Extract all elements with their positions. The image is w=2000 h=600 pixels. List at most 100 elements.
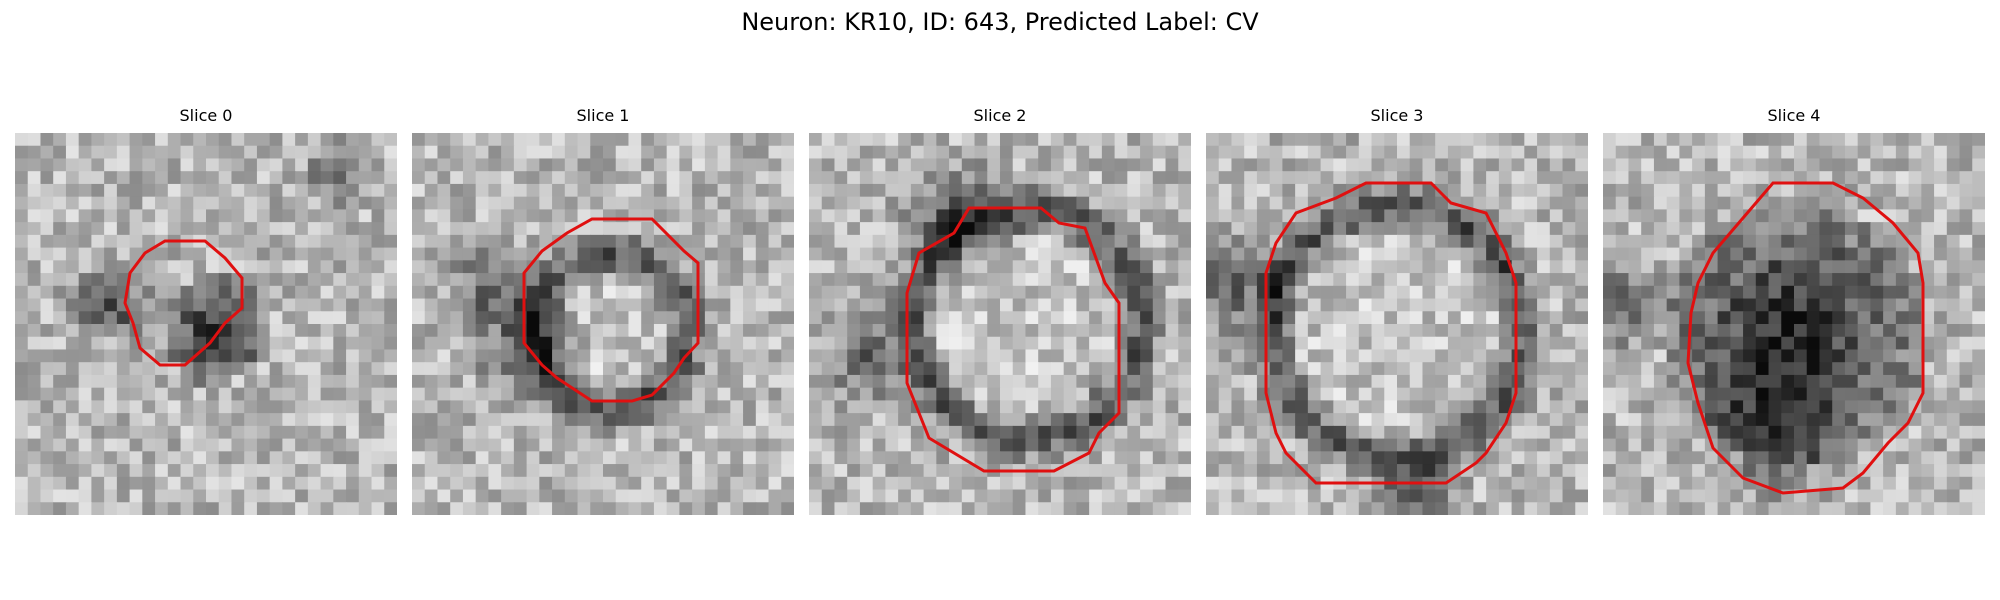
- pixel-cell: [1282, 362, 1296, 376]
- pixel-cell: [1921, 311, 1935, 325]
- pixel-cell: [564, 133, 579, 147]
- pixel-cell: [1101, 196, 1116, 210]
- pixel-cell: [53, 298, 67, 312]
- pixel-cell: [641, 324, 655, 338]
- pixel-cell: [1409, 425, 1424, 440]
- pixel-cell: [1460, 183, 1474, 198]
- pixel-cell: [743, 425, 757, 440]
- pixel-cell: [371, 324, 385, 338]
- pixel-cell: [577, 413, 591, 427]
- pixel-cell: [1832, 349, 1846, 363]
- pixel-cell: [1562, 311, 1576, 325]
- pixel-cell: [333, 489, 347, 503]
- pixel-cell: [1397, 273, 1411, 287]
- pixel-cell: [1025, 413, 1039, 427]
- pixel-cell: [1000, 133, 1014, 147]
- pixel-cell: [193, 400, 207, 414]
- pixel-cell: [781, 400, 794, 414]
- pixel-cell: [371, 145, 385, 160]
- pixel-cell: [717, 451, 731, 465]
- pixel-cell: [1908, 336, 1922, 351]
- pixel-cell: [424, 324, 439, 338]
- pixel-cell: [437, 476, 451, 491]
- pixel-cell: [53, 234, 67, 249]
- pixel-cell: [1794, 209, 1808, 223]
- pixel-cell: [282, 209, 296, 223]
- pixel-cell: [1679, 260, 1693, 274]
- pixel-cell: [1038, 374, 1052, 389]
- pixel-cell: [1333, 362, 1347, 376]
- pixel-cell: [910, 324, 925, 338]
- pixel-cell: [1127, 362, 1141, 376]
- pixel-cell: [653, 234, 668, 249]
- pixel-cell: [155, 133, 169, 147]
- pixel-cell: [1537, 260, 1551, 274]
- pixel-cell: [167, 387, 182, 401]
- pixel-cell: [371, 438, 385, 452]
- pixel-cell: [1781, 273, 1795, 287]
- pixel-cell: [450, 285, 464, 300]
- pixel-cell: [282, 387, 296, 401]
- pixel-cell: [1603, 298, 1617, 312]
- pixel-cell: [768, 464, 782, 478]
- pixel-cell: [65, 451, 80, 465]
- pixel-cell: [295, 387, 309, 401]
- pixel-cell: [539, 209, 553, 223]
- pixel-cell: [1666, 451, 1680, 465]
- pixel-cell: [1549, 489, 1564, 503]
- pixel-cell: [1679, 438, 1693, 452]
- pixel-cell: [218, 247, 233, 261]
- pixel-cell: [1256, 298, 1271, 312]
- pixel-cell: [1114, 502, 1128, 515]
- pixel-cell: [755, 196, 770, 210]
- pixel-cell: [424, 464, 439, 478]
- pixel-cell: [501, 464, 515, 478]
- pixel-cell: [539, 438, 553, 452]
- pixel-cell: [1101, 324, 1116, 338]
- pixel-cell: [180, 464, 194, 478]
- pixel-cell: [628, 260, 642, 274]
- pixel-cell: [1615, 489, 1630, 503]
- pixel-cell: [1460, 247, 1474, 261]
- pixel-cell: [1025, 362, 1039, 376]
- slice-panel: Slice 1: [412, 105, 794, 515]
- pixel-cell: [615, 362, 630, 376]
- pixel-cell: [666, 285, 680, 300]
- pixel-cell: [1730, 336, 1744, 351]
- pixel-cell: [1165, 400, 1179, 414]
- pixel-cell: [488, 438, 502, 452]
- pixel-cell: [1127, 273, 1141, 287]
- pixel-cell: [704, 413, 719, 427]
- pixel-cell: [526, 387, 540, 401]
- pixel-cell: [1615, 387, 1630, 401]
- pixel-cell: [1409, 298, 1424, 312]
- pixel-cell: [282, 183, 296, 198]
- pixel-cell: [949, 260, 963, 274]
- pixel-cell: [1307, 234, 1322, 249]
- pixel-cell: [1666, 158, 1680, 172]
- pixel-cell: [666, 476, 680, 491]
- pixel-cell: [961, 324, 976, 338]
- pixel-cell: [717, 285, 731, 300]
- pixel-cell: [1012, 374, 1027, 389]
- pixel-cell: [1063, 464, 1077, 478]
- pixel-cell: [1269, 285, 1283, 300]
- pixel-cell: [615, 489, 630, 503]
- pixel-cell: [1435, 336, 1449, 351]
- pixel-cell: [116, 438, 131, 452]
- pixel-cell: [755, 209, 770, 223]
- pixel-cell: [1959, 234, 1973, 249]
- pixel-cell: [1307, 374, 1322, 389]
- pixel-cell: [65, 438, 80, 452]
- pixel-cell: [1653, 387, 1668, 401]
- pixel-cell: [1743, 413, 1757, 427]
- pixel-cell: [961, 133, 976, 147]
- pixel-cell: [1140, 362, 1154, 376]
- pixel-cell: [1921, 425, 1935, 440]
- pixel-cell: [1295, 196, 1309, 210]
- pixel-cell: [424, 502, 439, 515]
- pixel-cell: [104, 260, 118, 274]
- pixel-cell: [116, 145, 131, 160]
- pixel-cell: [15, 362, 29, 376]
- pixel-cell: [1473, 476, 1487, 491]
